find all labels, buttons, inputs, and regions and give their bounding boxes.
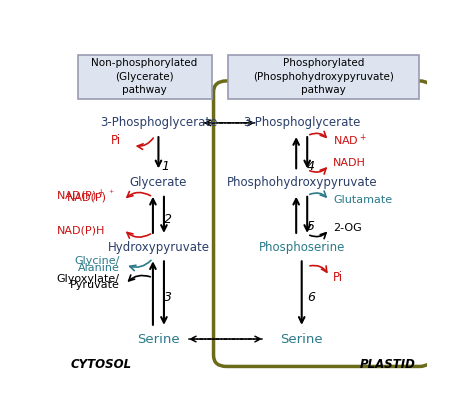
- FancyBboxPatch shape: [78, 55, 212, 99]
- Text: Pyruvate: Pyruvate: [70, 280, 120, 290]
- Text: 2: 2: [164, 213, 172, 226]
- Text: 3: 3: [164, 291, 172, 304]
- Text: 1: 1: [162, 160, 170, 173]
- FancyBboxPatch shape: [213, 81, 432, 367]
- Text: NAD(P)H: NAD(P)H: [57, 225, 105, 235]
- Text: 4: 4: [307, 160, 315, 173]
- Text: 5: 5: [307, 220, 315, 233]
- Text: 3-Phosphoglycerate: 3-Phosphoglycerate: [100, 116, 217, 129]
- Text: Serine: Serine: [137, 333, 180, 346]
- Text: Pi: Pi: [111, 134, 121, 147]
- Text: 3-Phosphoglycerate: 3-Phosphoglycerate: [243, 116, 360, 129]
- Text: $^+$: $^+$: [107, 188, 115, 197]
- Text: Glutamate: Glutamate: [333, 195, 392, 205]
- Text: Serine: Serine: [281, 333, 323, 346]
- Text: Glycine/: Glycine/: [74, 256, 120, 266]
- Text: Phosphorylated
(Phosphohydroxypyruvate)
pathway: Phosphorylated (Phosphohydroxypyruvate) …: [253, 58, 394, 96]
- Text: Phosphoserine: Phosphoserine: [258, 241, 345, 253]
- Text: NAD(P)$^+$: NAD(P)$^+$: [56, 187, 105, 204]
- Text: Glyoxylate/: Glyoxylate/: [57, 274, 120, 284]
- Text: NADH: NADH: [333, 158, 366, 168]
- FancyBboxPatch shape: [228, 55, 419, 99]
- Text: NAD(P): NAD(P): [67, 192, 107, 202]
- Text: Non-phosphorylated
(Glycerate)
pathway: Non-phosphorylated (Glycerate) pathway: [91, 58, 198, 96]
- Text: 6: 6: [307, 291, 315, 304]
- Text: Pi: Pi: [333, 271, 343, 284]
- Text: Glycerate: Glycerate: [130, 176, 187, 189]
- Text: Hydroxypyruvate: Hydroxypyruvate: [108, 241, 210, 253]
- Text: Phosphohydroxypyruvate: Phosphohydroxypyruvate: [227, 176, 377, 189]
- Text: 2-OG: 2-OG: [333, 223, 362, 233]
- Text: Alanine: Alanine: [78, 263, 120, 273]
- Text: CYTOSOL: CYTOSOL: [70, 358, 131, 371]
- Text: PLASTID: PLASTID: [360, 358, 416, 371]
- Text: NAD$^+$: NAD$^+$: [333, 133, 367, 148]
